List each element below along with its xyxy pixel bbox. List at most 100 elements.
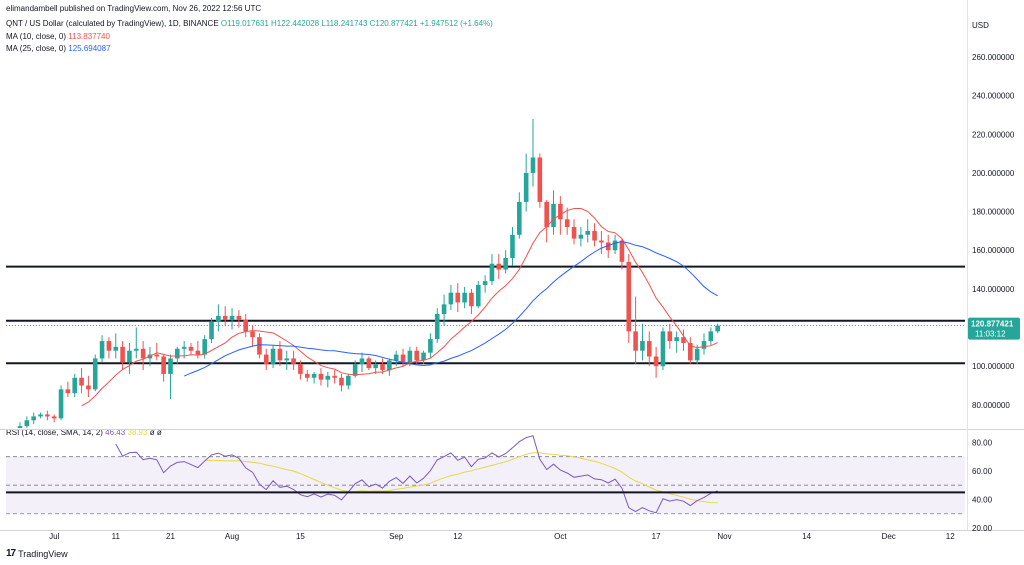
- candle-body: [291, 358, 296, 365]
- candle-body: [380, 364, 385, 371]
- candle-body: [599, 240, 604, 243]
- candle-body: [448, 292, 454, 305]
- candle-body: [612, 240, 618, 251]
- rsi-line: [115, 435, 718, 514]
- candle-body: [133, 348, 139, 351]
- ohlc-values: O119.017631 H122.442028 L118.241743 C120…: [220, 19, 493, 28]
- candle-body: [626, 261, 632, 332]
- candle-body: [517, 201, 522, 235]
- symbol-label: QNT / US Dollar (calculated by TradingVi…: [6, 19, 219, 28]
- time-tick-label: Aug: [225, 532, 239, 541]
- candle-body: [640, 341, 645, 351]
- price-tick-label: 240.000000: [972, 92, 1015, 101]
- candle-body: [113, 346, 119, 351]
- time-tick-label: Sep: [389, 532, 404, 541]
- candle-body: [229, 315, 235, 320]
- candle-body: [633, 331, 638, 351]
- candle-body: [243, 319, 249, 332]
- rsi-value: 46.43: [105, 428, 126, 437]
- candle-body: [195, 350, 201, 355]
- candle-body: [216, 315, 221, 322]
- rsi-tick-label: 20.00: [972, 524, 993, 533]
- time-tick-label: 12: [453, 532, 462, 541]
- candle-body: [17, 426, 23, 428]
- candle-body: [496, 263, 502, 270]
- tradingview-logo-icon: 17: [6, 548, 16, 559]
- candle-body: [530, 157, 536, 173]
- candle-body: [688, 342, 693, 361]
- ma25-legend: MA (25, close, 0) 125.694087: [6, 43, 111, 54]
- candle-body: [660, 331, 666, 367]
- candle-body: [120, 346, 125, 363]
- candle-body: [140, 348, 146, 359]
- time-tick-label: 15: [296, 532, 305, 541]
- candle-body: [257, 337, 262, 355]
- candle-body: [86, 385, 91, 390]
- candle-body: [72, 377, 78, 394]
- candle-body: [311, 373, 317, 378]
- candle-body: [674, 337, 679, 342]
- candle-body: [250, 331, 255, 338]
- candle-body: [653, 356, 659, 367]
- time-tick-label: Dec: [882, 532, 896, 541]
- candle-body: [564, 219, 570, 228]
- rsi-extra: ø ø: [149, 428, 162, 437]
- ma25-line: [183, 241, 718, 377]
- ma10-line: [81, 208, 718, 407]
- price-tick-label: 100.000000: [972, 362, 1015, 371]
- candle-body: [222, 315, 228, 320]
- candle-body: [51, 416, 57, 419]
- candle-body: [544, 201, 549, 228]
- published-line: elimandambell published on TradingView.c…: [6, 4, 262, 13]
- candle-body: [318, 373, 324, 380]
- rsi-tick-label: 80.00: [972, 438, 993, 447]
- time-tick-label: Nov: [717, 532, 731, 541]
- rsi-sma-value: 38.93: [127, 428, 148, 437]
- candle-body: [161, 356, 166, 374]
- candle-body: [578, 234, 584, 239]
- rsi-sma-line: [204, 452, 718, 504]
- candle-body: [523, 172, 529, 202]
- price-tag-box: [968, 317, 1020, 340]
- time-tick-label: Jul: [49, 532, 59, 541]
- candle-body: [45, 414, 50, 417]
- candle-body: [31, 416, 36, 421]
- candle-body: [421, 352, 426, 361]
- candle-body: [585, 230, 591, 235]
- candle-body: [65, 389, 71, 394]
- candle-body: [352, 364, 358, 376]
- candle-body: [92, 358, 98, 390]
- candle-body: [298, 364, 303, 374]
- candle-body: [325, 375, 331, 380]
- candle-body: [58, 389, 64, 419]
- candle-body: [475, 285, 481, 307]
- rsi-tick-label: 60.00: [972, 467, 993, 476]
- candle-body: [407, 350, 413, 363]
- price-tick-label: 80.000000: [972, 401, 1010, 410]
- ma25-value: 125.694087: [68, 44, 111, 53]
- price-tick-label: 180.000000: [972, 208, 1015, 217]
- time-tick-label: Oct: [554, 532, 567, 541]
- candle-body: [455, 292, 461, 303]
- candle-body: [434, 313, 440, 340]
- price-tag-countdown: 11:03:12: [975, 330, 1006, 339]
- candle-body: [209, 321, 214, 340]
- candle-body: [38, 414, 43, 417]
- candle-body: [694, 348, 700, 361]
- candle-body: [551, 203, 556, 228]
- candle-body: [270, 348, 276, 365]
- ma10-value: 113.837740: [68, 32, 110, 41]
- candle-body: [414, 350, 420, 361]
- time-tick-label: 12: [946, 532, 955, 541]
- candle-body: [263, 354, 269, 365]
- candle-body: [400, 354, 406, 363]
- candle-body: [482, 281, 488, 286]
- candle-body: [701, 341, 707, 349]
- candle-body: [284, 358, 290, 361]
- candle-body: [24, 420, 30, 427]
- currency-label: USD: [972, 21, 989, 30]
- candle-body: [646, 341, 652, 357]
- time-tick-label: 17: [652, 532, 661, 541]
- ma10-label: MA (10, close, 0): [6, 32, 67, 41]
